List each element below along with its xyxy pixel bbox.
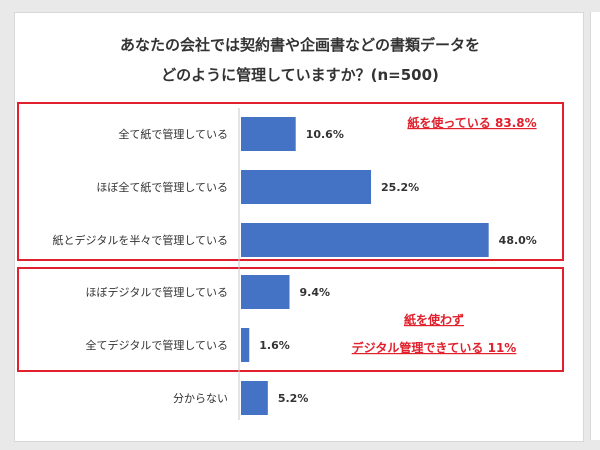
- digital-group-annotation-line-1: 紙を使わず: [404, 312, 464, 327]
- category-label: ほぼ全て紙で管理している: [96, 180, 228, 194]
- category-label: 全てデジタルで管理している: [86, 338, 228, 352]
- bar: [241, 117, 296, 151]
- bar: [241, 170, 372, 204]
- bars-group: 全て紙で管理している 10.6% ほぼ全て紙で管理している 25.2% 紙とデジタルを半…: [53, 117, 537, 415]
- paper-group-box: [17, 102, 564, 261]
- chart-title-line-1: あなたの会社では契約書や企画書などの書類データを: [120, 36, 480, 54]
- digital-group-annotation-line-2: デジタル管理できている 11%: [352, 340, 517, 355]
- value-label: 1.6%: [259, 339, 290, 352]
- value-label: 25.2%: [381, 181, 419, 194]
- adjacent-card-edge: [590, 12, 600, 440]
- paper-group-annotation: 紙を使っている 83.8%: [407, 115, 536, 130]
- value-label: 48.0%: [499, 234, 537, 247]
- category-label: 全て紙で管理している: [118, 127, 228, 141]
- digital-group-box: [17, 267, 564, 372]
- chart-title-line-2: どのように管理していますか？(n=500): [161, 66, 439, 84]
- value-label: 9.4%: [300, 286, 331, 299]
- bar: [241, 381, 268, 415]
- bar: [241, 223, 489, 257]
- value-label: 5.2%: [278, 392, 309, 405]
- bar: [241, 275, 290, 309]
- bar: [241, 328, 250, 362]
- category-label: ほぼデジタルで管理している: [86, 285, 228, 299]
- category-label: 紙とデジタルを半々で管理している: [53, 233, 228, 247]
- value-label: 10.6%: [306, 128, 344, 141]
- category-label: 分からない: [173, 392, 228, 405]
